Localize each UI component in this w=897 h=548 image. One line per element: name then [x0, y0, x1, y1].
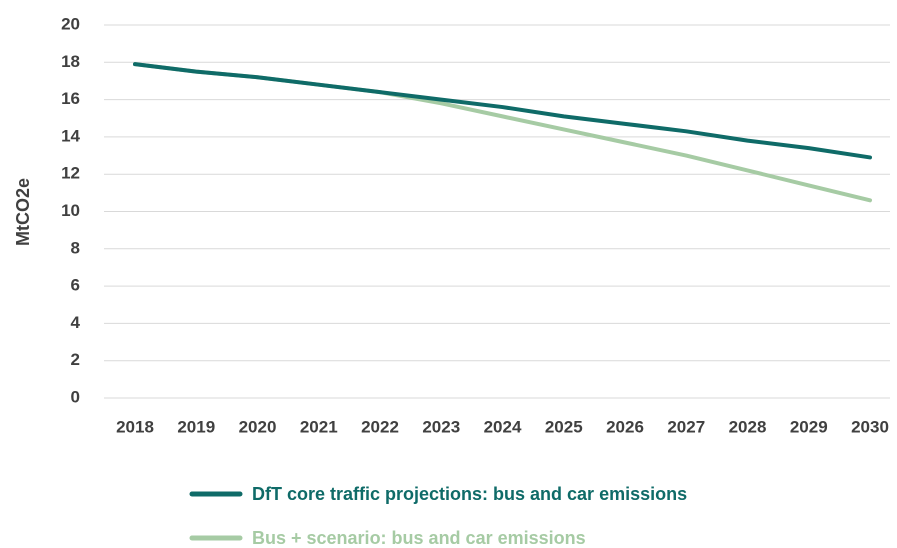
y-tick-label: 12: [61, 164, 80, 183]
series-line: [133, 62, 872, 203]
x-tick-label: 2020: [239, 417, 277, 436]
y-tick-label: 0: [71, 387, 80, 406]
y-tick-label: 6: [71, 276, 80, 295]
x-tick-label: 2029: [790, 417, 828, 436]
y-tick-label: 20: [61, 14, 80, 33]
y-tick-label: 8: [71, 238, 80, 257]
y-axis-label: MtCO2e: [13, 178, 33, 246]
y-tick-label: 14: [61, 126, 80, 145]
legend-label: DfT core traffic projections: bus and ca…: [252, 484, 687, 504]
x-tick-label: 2025: [545, 417, 583, 436]
x-tick-label: 2022: [361, 417, 399, 436]
x-tick-label: 2028: [729, 417, 767, 436]
x-tick-label: 2019: [177, 417, 215, 436]
y-tick-label: 18: [61, 52, 80, 71]
y-tick-label: 10: [61, 201, 80, 220]
y-tick-label: 16: [61, 89, 80, 108]
x-tick-label: 2027: [667, 417, 705, 436]
x-tick-label: 2021: [300, 417, 338, 436]
x-tick-label: 2030: [851, 417, 889, 436]
y-tick-label: 2: [71, 350, 80, 369]
legend-label: Bus + scenario: bus and car emissions: [252, 528, 586, 548]
x-tick-label: 2026: [606, 417, 644, 436]
series-line: [133, 62, 872, 160]
x-tick-label: 2018: [116, 417, 154, 436]
x-tick-label: 2023: [422, 417, 460, 436]
x-tick-label: 2024: [484, 417, 522, 436]
y-tick-label: 4: [71, 313, 81, 332]
